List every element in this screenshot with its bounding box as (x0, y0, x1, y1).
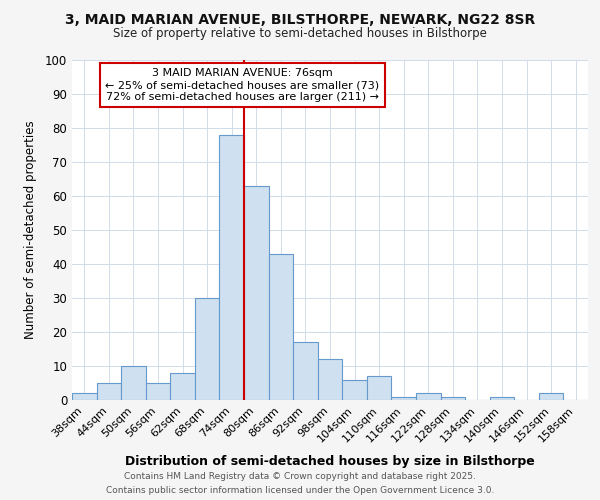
Y-axis label: Number of semi-detached properties: Number of semi-detached properties (23, 120, 37, 340)
Bar (170, 373, 195, 400)
Bar (490, 396, 514, 400)
Bar (195, 298, 220, 400)
Text: Contains HM Land Registry data © Crown copyright and database right 2025.: Contains HM Land Registry data © Crown c… (124, 472, 476, 481)
Bar (146, 383, 170, 400)
Text: 3 MAID MARIAN AVENUE: 76sqm
← 25% of semi-detached houses are smaller (73)
72% o: 3 MAID MARIAN AVENUE: 76sqm ← 25% of sem… (105, 68, 379, 102)
Bar (440, 396, 465, 400)
Bar (269, 254, 293, 400)
X-axis label: Distribution of semi-detached houses by size in Bilsthorpe: Distribution of semi-detached houses by … (125, 455, 535, 468)
Bar (391, 396, 416, 400)
Bar (367, 376, 391, 400)
Text: Size of property relative to semi-detached houses in Bilsthorpe: Size of property relative to semi-detach… (113, 28, 487, 40)
Bar (342, 380, 367, 400)
Bar (293, 342, 318, 400)
Text: 3, MAID MARIAN AVENUE, BILSTHORPE, NEWARK, NG22 8SR: 3, MAID MARIAN AVENUE, BILSTHORPE, NEWAR… (65, 12, 535, 26)
Bar (539, 393, 563, 400)
Bar (244, 186, 269, 400)
Bar (72, 393, 97, 400)
Text: Contains public sector information licensed under the Open Government Licence 3.: Contains public sector information licen… (106, 486, 494, 495)
Bar (416, 393, 440, 400)
Bar (121, 366, 146, 400)
Bar (318, 359, 342, 400)
Bar (97, 383, 121, 400)
Bar (220, 135, 244, 400)
